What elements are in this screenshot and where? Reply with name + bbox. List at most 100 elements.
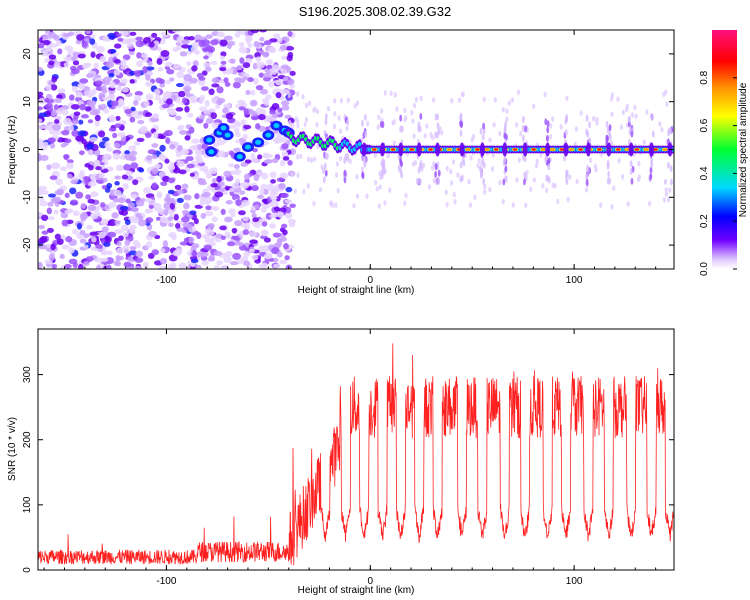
spectrogram-cell: [459, 161, 463, 169]
spectrogram-cell: [55, 39, 62, 46]
spectrogram-cell: [334, 202, 338, 209]
spectrogram-cell: [380, 169, 384, 177]
spectrogram-cell: [595, 120, 599, 126]
spectrogram-cell: [296, 172, 300, 178]
spectrogram-cell: [667, 161, 670, 169]
spectrogram-cell: [249, 239, 258, 244]
spectrogram-cell: [124, 150, 131, 155]
spectrogram-cell: [494, 148, 499, 151]
spectrogram-cell: [585, 142, 591, 157]
spectrogram-cell: [184, 88, 190, 96]
spectrogram-cell: [326, 105, 331, 112]
spectrogram-cell: [210, 182, 218, 188]
spectrogram-cell: [386, 152, 390, 159]
spectrogram-cell: [210, 112, 217, 120]
spectrogram-cell: [108, 127, 117, 132]
spectrogram-cell: [335, 161, 339, 167]
spectrogram-cell: [265, 94, 272, 100]
spectrogram-cell: [440, 129, 444, 136]
spectrogram-cell: [108, 72, 115, 78]
spectrogram-cell: [147, 149, 157, 155]
spectrogram-cell: [176, 71, 184, 79]
spectrogram-cell: [364, 130, 368, 138]
spectrogram-cell: [73, 111, 81, 116]
spectrogram-cell: [154, 163, 162, 169]
spectrogram-cell: [217, 181, 225, 187]
spectrogram-cell: [529, 186, 533, 193]
spectrogram-cell: [233, 147, 241, 153]
spectrogram-cell: [668, 187, 672, 194]
spectrogram-cell: [104, 235, 110, 243]
spectrogram-cell: [545, 134, 549, 142]
spectrogram-cell: [145, 241, 153, 248]
spectrogram-cell: [38, 124, 45, 130]
spectrogram-cell: [181, 183, 189, 190]
spectrogram-cell: [158, 171, 166, 177]
spectrogram-cell: [261, 98, 268, 103]
spectrogram-cell: [104, 141, 111, 148]
spectrogram-cell: [208, 108, 216, 113]
spectrogram-cell: [71, 56, 77, 62]
spectrogram-cell: [87, 204, 97, 212]
spectrogram-cell: [216, 175, 222, 183]
spectrogram-cell: [501, 198, 505, 205]
spectrogram-cell: [238, 210, 246, 216]
spectrogram-cell: [240, 181, 250, 189]
spectrogram-cell: [135, 213, 142, 219]
spectrogram-cell: [281, 223, 288, 229]
spectrogram-cell: [46, 45, 52, 52]
spectrogram-cell: [121, 58, 127, 66]
spectrogram-cell: [392, 140, 396, 146]
spectrogram-cell: [68, 247, 75, 254]
spectrogram-cell: [502, 178, 506, 186]
spectrogram-cell: [525, 169, 529, 176]
spectrogram-cell: [545, 142, 551, 157]
spectrogram-cell: [155, 216, 161, 221]
spectrogram-cell: [223, 77, 229, 84]
spectrogram-cell: [119, 205, 129, 211]
spectrogram-cell: [196, 157, 204, 164]
spectrogram-cell: [540, 148, 546, 151]
spectrogram-cell: [56, 238, 64, 245]
snr-y-ticks: 0 100 200 300: [22, 366, 674, 573]
spectrogram-cell: [169, 111, 177, 116]
spectrogram-cell: [425, 123, 429, 129]
spectrogram-cell: [215, 104, 221, 109]
spectrogram-cell: [79, 169, 85, 176]
spectrogram-cell: [322, 167, 325, 175]
spectrogram-cell: [175, 107, 184, 112]
spectrogram-cell: [203, 169, 210, 175]
spectrogram-cell: [135, 265, 142, 269]
spectrogram-cell: [223, 170, 232, 178]
spectrogram-cell: [145, 132, 152, 139]
spectrogram-cell: [607, 170, 611, 178]
snr-x-tick-label: -100: [156, 576, 176, 587]
spectrogram-cell: [483, 183, 487, 190]
spectrogram-cell: [276, 251, 283, 258]
spectrogram-cell: [215, 237, 222, 243]
spectrogram-cell: [45, 103, 53, 109]
colorbar-gradient: [712, 30, 737, 269]
spectrogram-cell: [79, 213, 89, 220]
spectrogram-cell: [235, 199, 242, 207]
spectrogram-cell: [449, 180, 454, 186]
spectrogram-cell: [218, 187, 225, 193]
spectrogram-cell: [78, 119, 84, 125]
spectrogram-cell: [79, 103, 86, 111]
colorbar-ticks: 0.0 0.2 0.4 0.6 0.8: [699, 70, 737, 276]
spectrogram-cell: [258, 245, 264, 252]
spectrogram-cell: [269, 109, 276, 115]
spectrogram-cell: [63, 117, 72, 126]
spectrogram-cell: [242, 229, 250, 236]
spectrogram-cell: [521, 124, 525, 132]
spectrogram-cell: [55, 178, 63, 186]
spectrogram-cell: [281, 55, 288, 60]
spectrogram-cell: [504, 175, 508, 183]
spectrogram-cell: [343, 156, 347, 164]
spectrogram-cell: [108, 56, 114, 64]
spectrogram-cell: [263, 159, 273, 164]
spectrogram-cell: [219, 225, 227, 231]
spectrogram-cell: [225, 200, 233, 205]
spectrogram-cell: [98, 104, 104, 111]
spectrogram-cell: [60, 143, 67, 148]
